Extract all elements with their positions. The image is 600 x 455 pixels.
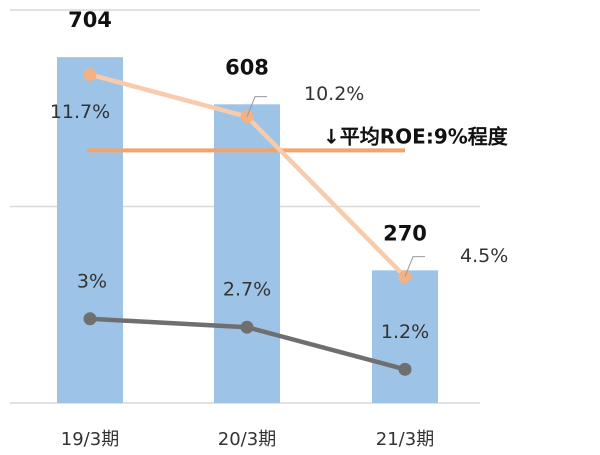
data-label: 3% [77, 270, 107, 292]
bar-value-label: 704 [68, 8, 112, 32]
bar [372, 270, 438, 403]
bar [214, 104, 280, 403]
bar-value-label: 608 [225, 55, 269, 79]
line-marker [398, 362, 412, 376]
line-marker [83, 68, 97, 82]
x-tick-label: 19/3期 [61, 429, 119, 450]
data-label: 11.7% [50, 101, 110, 123]
data-label: 1.2% [381, 321, 429, 343]
bar-value-label: 270 [383, 221, 427, 245]
x-tick-label: 21/3期 [376, 429, 434, 450]
data-label: 10.2% [304, 83, 364, 105]
line-marker [83, 312, 97, 326]
line-marker [240, 320, 254, 334]
data-label: 2.7% [223, 279, 271, 301]
bar [57, 57, 123, 403]
reference-label: ↓平均ROE:9%程度 [323, 125, 509, 149]
data-label: 4.5% [460, 245, 508, 267]
leader-line [404, 256, 425, 277]
x-tick-label: 20/3期 [218, 429, 276, 450]
leader-line [246, 96, 267, 117]
